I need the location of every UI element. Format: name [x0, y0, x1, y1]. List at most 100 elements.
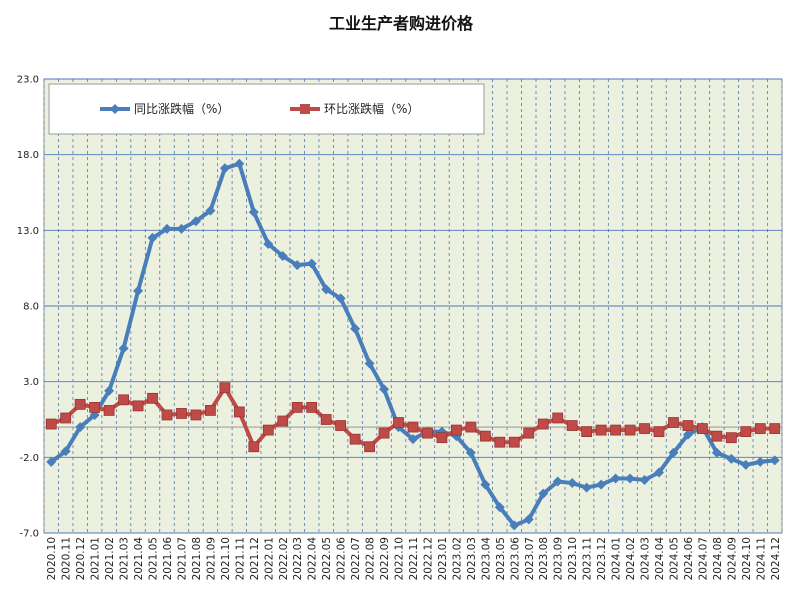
y-tick-label: 8.0 — [23, 302, 39, 313]
data-point — [74, 398, 86, 410]
data-point — [682, 420, 694, 431]
data-point — [538, 488, 549, 499]
data-point — [567, 478, 578, 489]
data-point — [740, 426, 752, 438]
data-point — [60, 412, 72, 424]
x-tick-label: 2023.10 — [567, 537, 579, 580]
x-tick-label: 2021.10 — [220, 537, 232, 580]
x-tick-label: 2024.03 — [640, 537, 652, 580]
data-point — [248, 441, 260, 453]
legend-label: 同比涨跌幅（%） — [134, 101, 229, 116]
x-tick-label: 2024.06 — [683, 537, 695, 581]
data-point — [350, 323, 361, 334]
data-point — [378, 427, 390, 439]
x-tick-label: 2021.02 — [104, 537, 116, 580]
data-point — [291, 401, 303, 413]
legend: 同比涨跌幅（%） 环比涨跌幅（%） — [48, 83, 485, 135]
data-point — [46, 456, 57, 467]
x-tick-label: 2021.08 — [191, 537, 203, 580]
data-point — [335, 420, 347, 431]
y-axis-ticks: 23.0 18.0 13.0 8.0 3.0 -2.0 -7.0 — [17, 75, 39, 540]
data-point — [75, 422, 86, 433]
data-point — [740, 459, 751, 470]
data-point — [393, 417, 404, 428]
data-point — [537, 418, 549, 430]
x-tick-label: 2024.09 — [726, 537, 738, 580]
x-tick-label: 2021.05 — [148, 537, 160, 580]
data-point — [118, 394, 129, 406]
y-tick-label: 23.0 — [17, 75, 39, 86]
data-point — [523, 514, 534, 525]
data-point — [132, 400, 144, 412]
data-point — [364, 441, 375, 453]
y-tick-label: 13.0 — [17, 226, 39, 237]
data-point — [624, 424, 636, 436]
data-point — [668, 447, 679, 458]
data-point — [479, 430, 491, 442]
data-point — [407, 421, 419, 433]
data-point — [321, 284, 332, 295]
data-point — [379, 384, 390, 395]
x-tick-label: 2022.11 — [408, 537, 420, 580]
x-tick-label: 2022.07 — [350, 537, 362, 580]
x-tick-label: 2023.02 — [451, 537, 463, 580]
x-tick-label: 2024.01 — [611, 537, 623, 580]
y-tick-label: 3.0 — [23, 377, 39, 388]
data-point — [147, 232, 158, 243]
data-point — [190, 216, 201, 227]
x-tick-label: 2023.11 — [582, 537, 594, 580]
data-point — [60, 446, 71, 457]
data-point — [45, 418, 57, 430]
data-point — [725, 432, 737, 444]
x-tick-label: 2024.08 — [712, 537, 724, 580]
x-tick-label: 2023.12 — [596, 537, 608, 580]
data-point — [711, 430, 723, 442]
chart-title: 工业生产者购进价格 — [328, 14, 473, 33]
x-tick-label: 2023.05 — [495, 537, 507, 580]
data-point — [697, 423, 708, 434]
x-tick-label: 2024.07 — [697, 537, 709, 580]
data-point — [465, 447, 476, 458]
legend-label: 环比涨跌幅（%） — [324, 101, 419, 116]
data-point — [162, 223, 172, 234]
data-point — [755, 456, 766, 467]
data-point — [263, 238, 274, 249]
x-tick-label: 2021.09 — [205, 537, 217, 580]
x-tick-label: 2022.06 — [336, 537, 348, 581]
data-point — [509, 520, 520, 531]
x-tick-label: 2022.03 — [292, 537, 304, 580]
data-point — [320, 414, 332, 425]
data-point — [364, 358, 375, 369]
data-point — [262, 424, 274, 436]
x-tick-label: 2021.06 — [162, 537, 174, 581]
x-tick-label: 2023.01 — [437, 537, 449, 580]
data-point — [552, 412, 564, 424]
data-point — [494, 436, 506, 448]
data-point — [523, 427, 535, 439]
x-tick-label: 2020.12 — [75, 537, 87, 580]
data-point — [769, 455, 780, 466]
x-tick-label: 2024.05 — [668, 537, 680, 580]
x-tick-label: 2023.03 — [466, 537, 478, 580]
x-tick-label: 2023.04 — [480, 537, 492, 581]
data-point — [118, 343, 129, 354]
data-point — [147, 392, 158, 404]
data-point — [754, 423, 766, 434]
data-point — [205, 205, 216, 216]
data-point — [726, 453, 737, 464]
x-tick-label: 2021.12 — [249, 537, 261, 580]
x-tick-label: 2021.01 — [90, 537, 102, 580]
data-point — [133, 285, 144, 296]
data-point — [89, 401, 101, 413]
data-point — [205, 405, 216, 416]
x-tick-label: 2023.08 — [538, 537, 550, 580]
data-point — [711, 447, 722, 458]
data-point — [566, 420, 578, 431]
data-point — [422, 427, 433, 439]
legend-marker — [110, 104, 120, 114]
data-point — [465, 421, 477, 433]
data-point — [639, 475, 650, 486]
x-tick-label: 2022.04 — [307, 537, 319, 581]
series-2 — [45, 382, 781, 453]
